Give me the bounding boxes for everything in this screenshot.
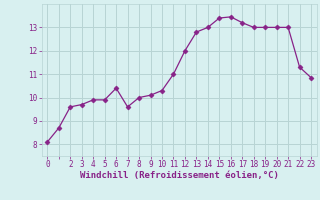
- X-axis label: Windchill (Refroidissement éolien,°C): Windchill (Refroidissement éolien,°C): [80, 171, 279, 180]
